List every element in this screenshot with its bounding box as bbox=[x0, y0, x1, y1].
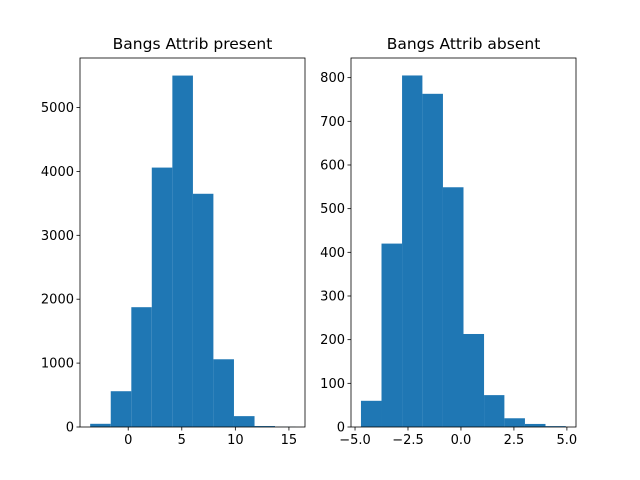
bar bbox=[192, 193, 214, 427]
y-tick-label: 2000 bbox=[41, 293, 74, 308]
axes-frame bbox=[350, 57, 577, 428]
axes-frame bbox=[79, 57, 306, 428]
bar bbox=[233, 416, 255, 427]
bar bbox=[422, 93, 443, 427]
bar bbox=[131, 307, 152, 427]
y-tick-label: 500 bbox=[320, 202, 345, 217]
y-tick-label: 3000 bbox=[41, 229, 74, 244]
chart-title: Bangs Attrib absent bbox=[387, 35, 541, 53]
bar bbox=[442, 187, 464, 427]
bar bbox=[213, 359, 234, 427]
y-tick-label: 5000 bbox=[41, 101, 74, 116]
bar bbox=[172, 75, 193, 428]
y-tick-label: 200 bbox=[320, 333, 345, 348]
bar bbox=[381, 243, 403, 427]
y-tick-label: 600 bbox=[320, 158, 345, 173]
x-tick-label: 0.0 bbox=[451, 433, 472, 448]
bar bbox=[110, 391, 132, 427]
y-tick-label: 100 bbox=[320, 377, 345, 392]
x-tick-label: 15 bbox=[281, 433, 298, 448]
bar bbox=[90, 423, 111, 427]
bar bbox=[524, 423, 546, 427]
y-tick-label: 0 bbox=[66, 421, 74, 436]
y-tick-label: 300 bbox=[320, 289, 345, 304]
y-tick-label: 400 bbox=[320, 246, 345, 261]
x-tick-label: 2.5 bbox=[504, 433, 525, 448]
x-tick-label: 5 bbox=[178, 433, 186, 448]
bar bbox=[151, 167, 173, 427]
y-tick-label: 0 bbox=[337, 421, 345, 436]
bar bbox=[504, 418, 525, 427]
x-tick-label: 5.0 bbox=[557, 433, 578, 448]
y-tick-label: 1000 bbox=[41, 357, 74, 372]
x-tick-label: −5.0 bbox=[339, 433, 371, 448]
y-tick-label: 4000 bbox=[41, 165, 74, 180]
bar bbox=[402, 75, 423, 427]
bar bbox=[254, 426, 275, 427]
chart-title: Bangs Attrib present bbox=[113, 35, 273, 53]
x-tick-label: 0 bbox=[124, 433, 132, 448]
bar bbox=[463, 333, 485, 427]
bar bbox=[360, 400, 382, 427]
x-tick-label: −2.5 bbox=[392, 433, 424, 448]
bar bbox=[545, 426, 566, 427]
bar bbox=[484, 395, 505, 427]
y-tick-label: 800 bbox=[320, 71, 345, 86]
x-tick-label: 10 bbox=[227, 433, 244, 448]
y-tick-label: 700 bbox=[320, 115, 345, 130]
